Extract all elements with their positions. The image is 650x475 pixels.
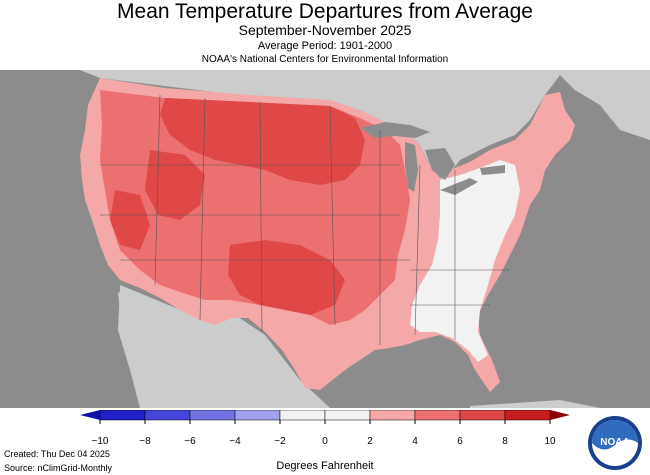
- temperature-departure-map: [0, 70, 650, 408]
- plus6-southern-plains: [228, 240, 345, 315]
- cuba-land: [470, 400, 600, 408]
- plus6-northern-plains: [160, 98, 365, 185]
- map-subtitle: September-November 2025: [238, 22, 412, 38]
- colorbar-tick-label: 2: [367, 436, 373, 447]
- colorbar-tick-label: 0: [322, 436, 328, 447]
- colorbar-tick-label: 10: [544, 436, 556, 447]
- noaa-logo: NOAA: [588, 416, 642, 470]
- canada-land: [80, 70, 650, 180]
- created-date: Created: Thu Dec 04 2025: [4, 449, 110, 459]
- colorbar-arrow-low: [80, 410, 100, 420]
- colorbar-tick-label: 6: [457, 436, 463, 447]
- colorbar-tick-label: −6: [184, 436, 196, 447]
- colorbar-arrow-high: [550, 410, 570, 420]
- noaa-logo-text: NOAA: [600, 437, 629, 448]
- lake-superior: [360, 122, 430, 138]
- colorbar-tick-label: −10: [91, 436, 109, 447]
- state-boundaries: [100, 94, 510, 345]
- colorbar-segment: [279, 410, 326, 421]
- colorbar-segment: [99, 410, 146, 421]
- lake-huron: [425, 148, 455, 180]
- colorbar-segment: [369, 410, 416, 421]
- colorbar-segment: [414, 410, 461, 421]
- colorbar-tick-label: −2: [274, 436, 286, 447]
- agency-name: NOAA's National Centers for Environmenta…: [201, 54, 449, 65]
- colorbar-segment: [144, 410, 191, 421]
- colorbar-segment: [189, 410, 236, 421]
- source-label: Source: nClimGrid-Monthly: [4, 463, 113, 473]
- colorbar-segment: [504, 410, 551, 421]
- colorbar-tick-label: 4: [412, 436, 418, 447]
- average-period: Average Period: 1901-2000: [257, 40, 393, 52]
- colorbar-tick-label: −8: [139, 436, 151, 447]
- mexico-land: [118, 285, 330, 408]
- units-label: Degrees Fahrenheit: [276, 460, 374, 472]
- colorbar-segment: [459, 410, 506, 421]
- baja-land: [118, 292, 160, 398]
- plus6-rockies: [145, 150, 205, 220]
- lake-michigan: [405, 142, 418, 192]
- lake-erie: [440, 178, 478, 195]
- colorbar-segment: [234, 410, 281, 421]
- lake-ontario: [480, 165, 505, 175]
- colorbar-segment: [324, 410, 371, 421]
- plus6-great-basin: [110, 190, 150, 250]
- colorbar: [80, 410, 570, 424]
- colorbar-tick-label: −4: [229, 436, 241, 447]
- colorbar-tick-label: 8: [502, 436, 508, 447]
- near-normal-east: [410, 160, 520, 362]
- map-title: Mean Temperature Departures from Average: [117, 0, 533, 23]
